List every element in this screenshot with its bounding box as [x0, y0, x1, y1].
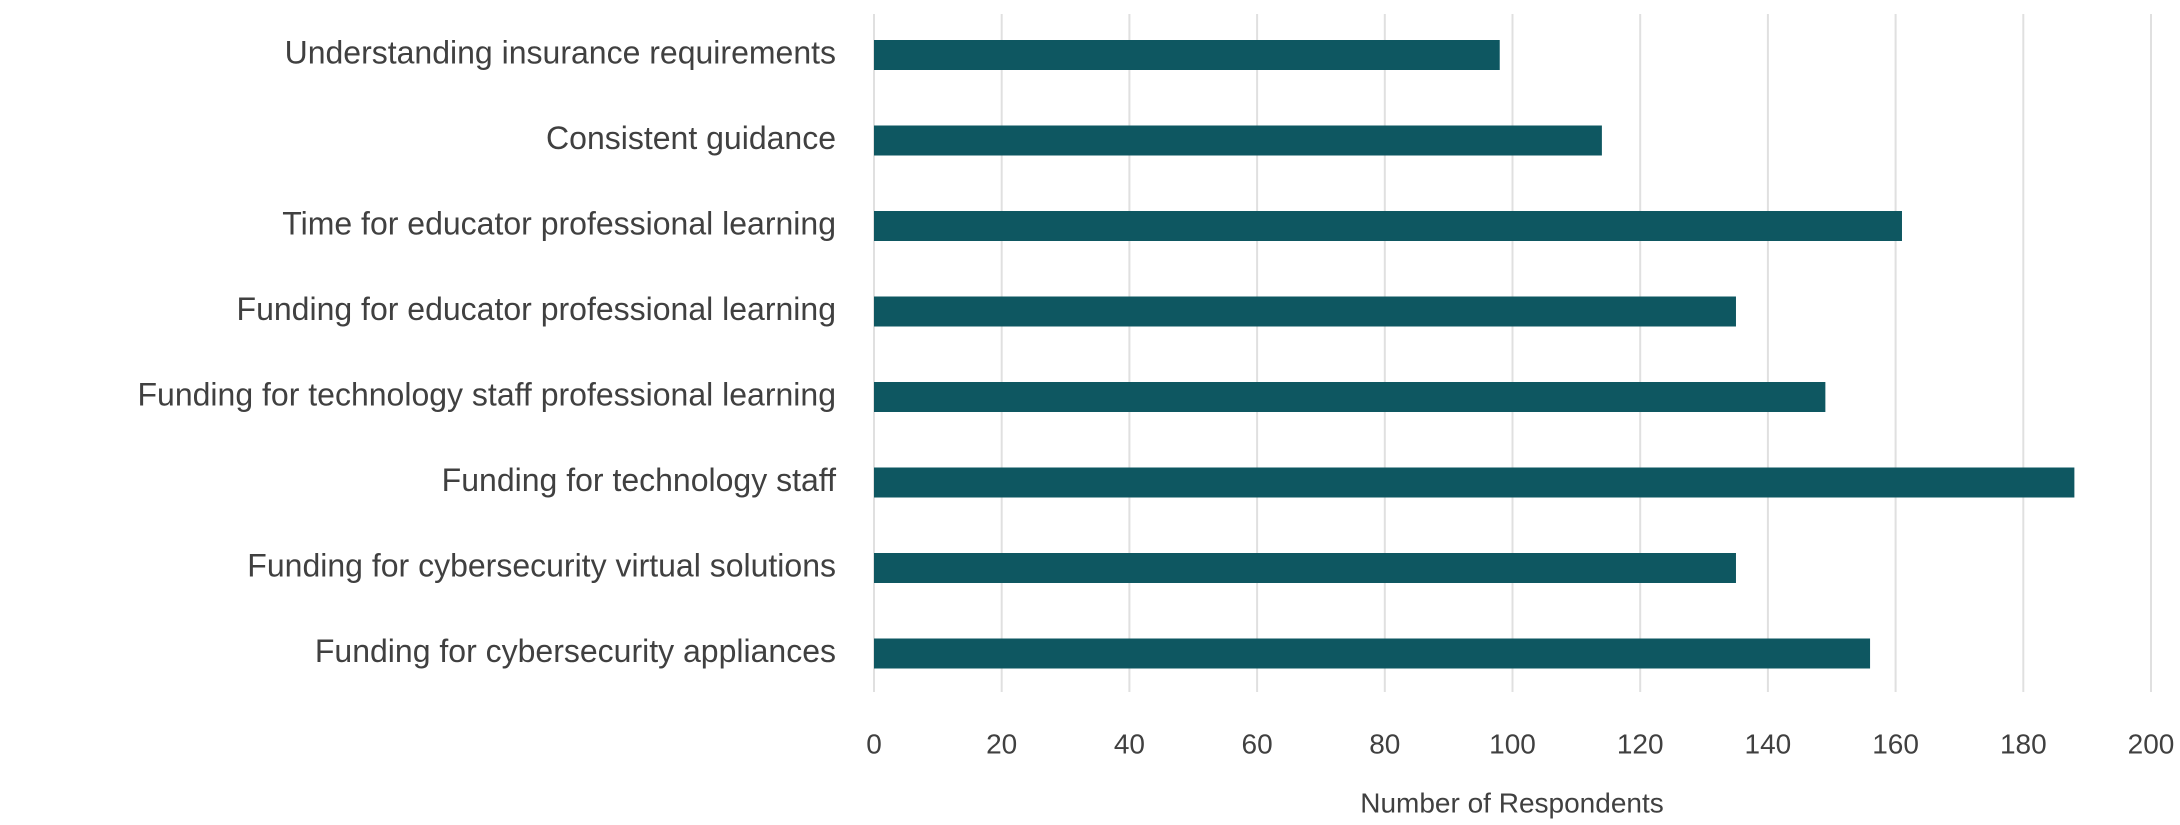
x-tick-label: 120	[1617, 728, 1664, 759]
x-tick-label: 0	[866, 728, 882, 759]
bar	[874, 467, 2075, 498]
y-tick-label: Consistent guidance	[546, 120, 836, 156]
bar	[874, 40, 1500, 70]
x-tick-label: 180	[2000, 728, 2047, 759]
bar	[874, 125, 1602, 156]
bar	[874, 296, 1736, 327]
x-tick-label: 80	[1369, 728, 1400, 759]
bar	[874, 638, 1871, 669]
y-tick-label: Understanding insurance requirements	[285, 34, 836, 70]
x-tick-label: 140	[1745, 728, 1792, 759]
y-tick-label: Funding for cybersecurity virtual soluti…	[247, 547, 836, 583]
bar	[874, 211, 1902, 241]
y-tick-label: Funding for technology staff professiona…	[137, 376, 836, 412]
bar	[874, 382, 1826, 412]
y-tick-label: Funding for cybersecurity appliances	[315, 633, 836, 669]
x-tick-label: 40	[1114, 728, 1145, 759]
x-tick-label: 160	[1872, 728, 1919, 759]
x-axis-title: Number of Respondents	[1360, 787, 1664, 818]
x-tick-label: 60	[1242, 728, 1273, 759]
x-tick-label: 100	[1489, 728, 1536, 759]
y-tick-label: Funding for technology staff	[442, 462, 836, 498]
x-tick-label: 200	[2128, 728, 2175, 759]
y-tick-label: Time for educator professional learning	[282, 205, 836, 241]
x-tick-label: 20	[986, 728, 1017, 759]
y-tick-label: Funding for educator professional learni…	[237, 291, 836, 327]
bar	[874, 553, 1736, 583]
